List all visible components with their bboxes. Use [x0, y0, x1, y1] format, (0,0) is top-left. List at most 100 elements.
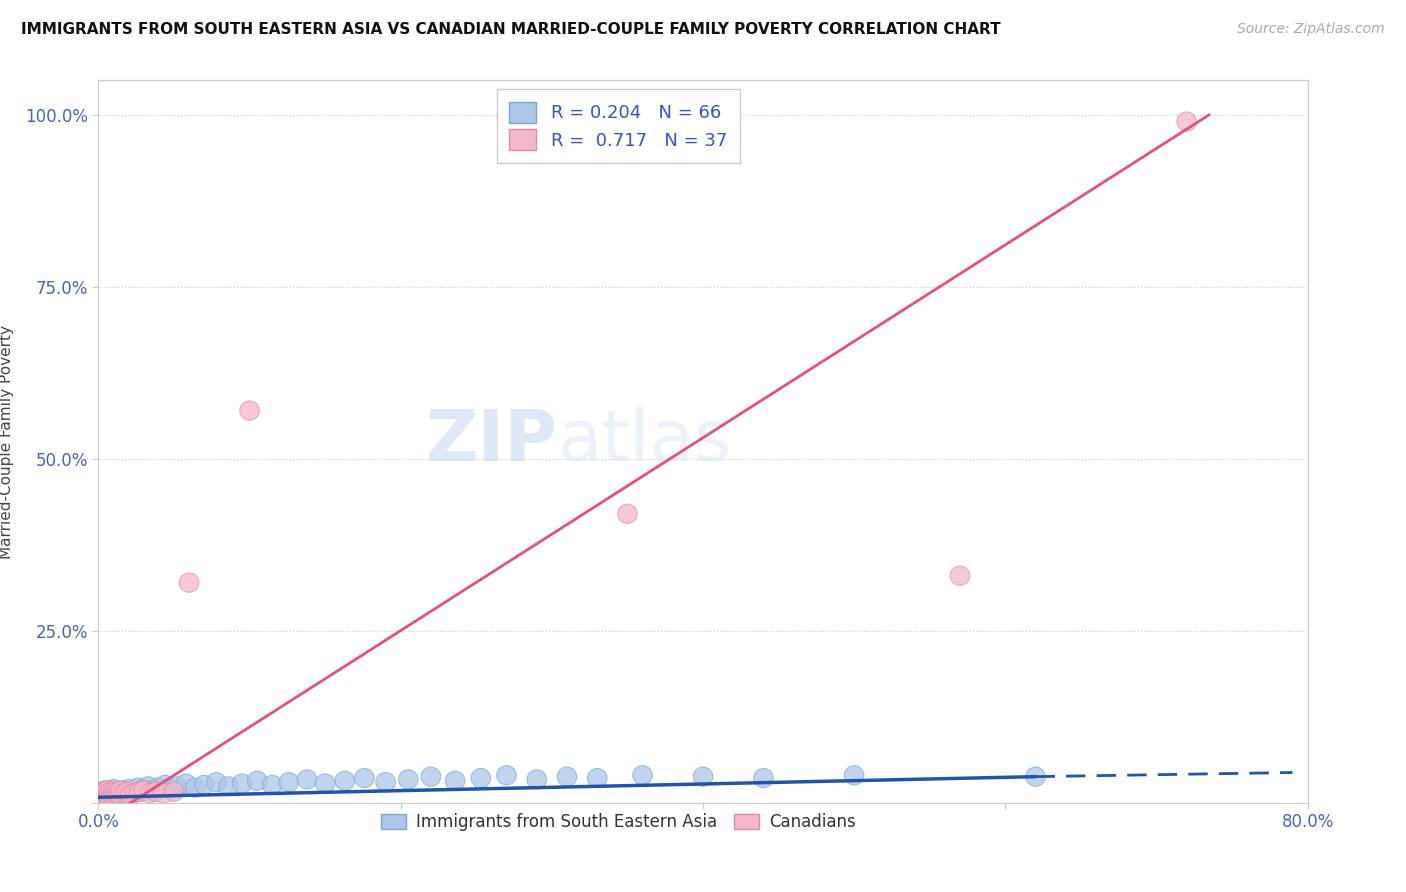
Ellipse shape	[94, 786, 114, 805]
Text: IMMIGRANTS FROM SOUTH EASTERN ASIA VS CANADIAN MARRIED-COUPLE FAMILY POVERTY COR: IMMIGRANTS FROM SOUTH EASTERN ASIA VS CA…	[21, 22, 1001, 37]
Ellipse shape	[335, 772, 354, 790]
Ellipse shape	[165, 782, 184, 801]
Ellipse shape	[1026, 767, 1045, 786]
Ellipse shape	[107, 783, 127, 803]
Ellipse shape	[496, 765, 516, 785]
Ellipse shape	[125, 780, 145, 800]
Ellipse shape	[94, 780, 114, 800]
Ellipse shape	[129, 782, 149, 801]
Ellipse shape	[120, 780, 138, 798]
Text: ZIP: ZIP	[426, 407, 558, 476]
Ellipse shape	[103, 783, 122, 803]
Ellipse shape	[155, 775, 174, 795]
Ellipse shape	[91, 788, 111, 807]
Ellipse shape	[471, 768, 491, 788]
Ellipse shape	[96, 783, 115, 803]
Ellipse shape	[91, 788, 111, 807]
Ellipse shape	[101, 786, 121, 805]
Ellipse shape	[149, 778, 169, 797]
Ellipse shape	[247, 772, 267, 790]
Ellipse shape	[93, 789, 112, 808]
Ellipse shape	[240, 401, 259, 420]
Ellipse shape	[104, 782, 124, 801]
Legend: Immigrants from South Eastern Asia, Canadians: Immigrants from South Eastern Asia, Cana…	[374, 806, 862, 838]
Ellipse shape	[115, 782, 135, 801]
Ellipse shape	[96, 788, 115, 807]
Ellipse shape	[101, 782, 121, 801]
Ellipse shape	[103, 788, 122, 807]
Ellipse shape	[122, 783, 142, 803]
Ellipse shape	[100, 788, 120, 807]
Ellipse shape	[93, 783, 112, 802]
Ellipse shape	[108, 782, 128, 801]
Ellipse shape	[93, 785, 112, 805]
Ellipse shape	[94, 786, 114, 805]
Ellipse shape	[141, 783, 160, 803]
Ellipse shape	[422, 767, 440, 786]
Ellipse shape	[117, 782, 136, 801]
Ellipse shape	[218, 777, 238, 796]
Ellipse shape	[111, 780, 131, 800]
Ellipse shape	[207, 772, 226, 792]
Ellipse shape	[101, 786, 121, 805]
Ellipse shape	[125, 783, 145, 803]
Ellipse shape	[354, 768, 374, 788]
Ellipse shape	[557, 767, 576, 786]
Ellipse shape	[1177, 112, 1197, 131]
Ellipse shape	[91, 783, 111, 802]
Ellipse shape	[446, 772, 465, 790]
Ellipse shape	[128, 778, 148, 797]
Ellipse shape	[108, 782, 128, 801]
Ellipse shape	[633, 765, 652, 785]
Ellipse shape	[97, 780, 117, 800]
Ellipse shape	[121, 785, 141, 805]
Ellipse shape	[754, 768, 773, 788]
Ellipse shape	[617, 504, 637, 524]
Ellipse shape	[131, 782, 150, 801]
Ellipse shape	[194, 775, 214, 795]
Ellipse shape	[104, 780, 124, 798]
Ellipse shape	[297, 770, 316, 789]
Ellipse shape	[278, 772, 298, 792]
Ellipse shape	[90, 786, 110, 805]
Ellipse shape	[101, 780, 121, 800]
Ellipse shape	[693, 767, 713, 786]
Ellipse shape	[134, 780, 153, 798]
Ellipse shape	[97, 786, 117, 805]
Ellipse shape	[134, 780, 153, 800]
Ellipse shape	[375, 772, 395, 792]
Ellipse shape	[100, 783, 120, 803]
Ellipse shape	[105, 785, 125, 805]
Ellipse shape	[97, 782, 117, 801]
Text: atlas: atlas	[558, 407, 733, 476]
Text: Source: ZipAtlas.com: Source: ZipAtlas.com	[1237, 22, 1385, 37]
Ellipse shape	[176, 774, 195, 793]
Y-axis label: Married-Couple Family Poverty: Married-Couple Family Poverty	[0, 325, 14, 558]
Ellipse shape	[103, 785, 122, 805]
Ellipse shape	[110, 785, 129, 805]
Ellipse shape	[845, 765, 863, 785]
Ellipse shape	[94, 782, 114, 801]
Ellipse shape	[138, 777, 157, 796]
Ellipse shape	[114, 783, 134, 803]
Ellipse shape	[111, 780, 131, 800]
Ellipse shape	[398, 770, 418, 789]
Ellipse shape	[588, 768, 607, 788]
Ellipse shape	[186, 778, 205, 797]
Ellipse shape	[100, 785, 120, 805]
Ellipse shape	[153, 783, 173, 803]
Ellipse shape	[162, 780, 181, 798]
Ellipse shape	[112, 783, 132, 803]
Ellipse shape	[93, 785, 112, 805]
Ellipse shape	[114, 786, 134, 805]
Ellipse shape	[90, 786, 110, 805]
Ellipse shape	[97, 786, 117, 805]
Ellipse shape	[232, 774, 252, 793]
Ellipse shape	[107, 783, 127, 803]
Ellipse shape	[96, 783, 115, 803]
Ellipse shape	[100, 788, 120, 807]
Ellipse shape	[143, 780, 163, 800]
Ellipse shape	[167, 777, 187, 796]
Ellipse shape	[527, 770, 547, 789]
Ellipse shape	[105, 786, 125, 805]
